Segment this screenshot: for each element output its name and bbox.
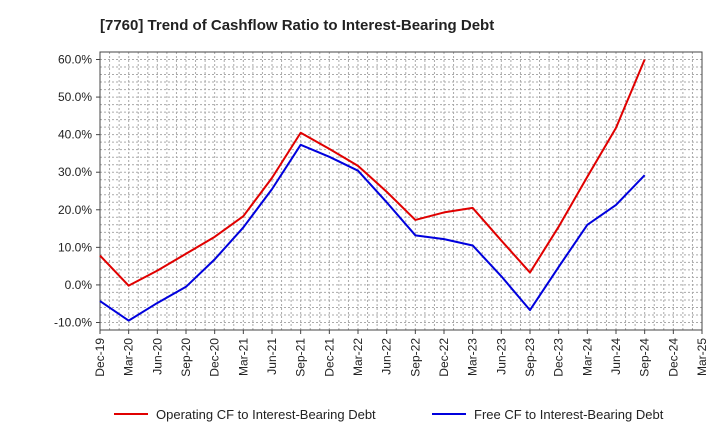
x-tick-label: Mar-23 (466, 338, 480, 376)
x-tick-label: Sep-21 (294, 338, 308, 377)
x-tick-label: Dec-20 (208, 338, 222, 377)
chart-title: [7760] Trend of Cashflow Ratio to Intere… (100, 17, 494, 34)
x-axis-ticks: Dec-19 Mar-20 Jun-20 Sep-20 Dec-20 Mar-21 Jun-… (93, 330, 709, 377)
y-tick-label: 30.0% (58, 165, 92, 179)
y-tick-label: 10.0% (58, 240, 92, 254)
y-tick-label: 0.0% (65, 278, 93, 292)
x-tick-label: Sep-24 (638, 338, 652, 377)
grid-lines (99, 51, 702, 331)
x-tick-label: Dec-24 (666, 338, 680, 377)
x-tick-label: Dec-22 (437, 338, 451, 377)
legend-label-2: Free CF to Interest-Bearing Debt (474, 407, 664, 422)
y-tick-label: 50.0% (58, 90, 92, 104)
x-tick-label: Jun-20 (150, 338, 164, 375)
x-tick-label: Dec-19 (93, 338, 107, 377)
y-tick-label: 60.0% (58, 53, 92, 67)
x-tick-label: Sep-23 (523, 338, 537, 377)
series-lines (99, 59, 646, 322)
x-tick-label: Mar-21 (236, 338, 250, 376)
x-tick-label: Sep-22 (408, 338, 422, 377)
x-tick-label: Mar-20 (122, 338, 136, 376)
x-tick-label: Jun-21 (265, 338, 279, 375)
series-line-2 (99, 143, 646, 322)
x-tick-label: Dec-23 (552, 338, 566, 377)
legend-label-1: Operating CF to Interest-Bearing Debt (156, 407, 376, 422)
plot-frame (99, 51, 703, 331)
y-axis-ticks: -10.0% 0.0% 10.0% 20.0% 30.0% 40.0% 50.0% 60.0% (54, 53, 100, 329)
x-tick-label: Dec-21 (322, 338, 336, 377)
x-tick-label: Mar-22 (351, 338, 365, 376)
x-tick-label: Jun-22 (380, 338, 394, 375)
y-tick-label: 20.0% (58, 203, 92, 217)
legend: Operating CF to Interest-Bearing Debt Fre… (114, 407, 664, 422)
x-tick-label: Mar-25 (695, 338, 709, 376)
x-tick-label: Sep-20 (179, 338, 193, 377)
x-tick-label: Jun-24 (609, 338, 623, 375)
x-tick-label: Jun-23 (494, 338, 508, 375)
y-tick-label: -10.0% (54, 315, 92, 329)
series-line-1 (99, 59, 646, 287)
y-tick-label: 40.0% (58, 128, 92, 142)
x-tick-label: Mar-24 (580, 338, 594, 376)
